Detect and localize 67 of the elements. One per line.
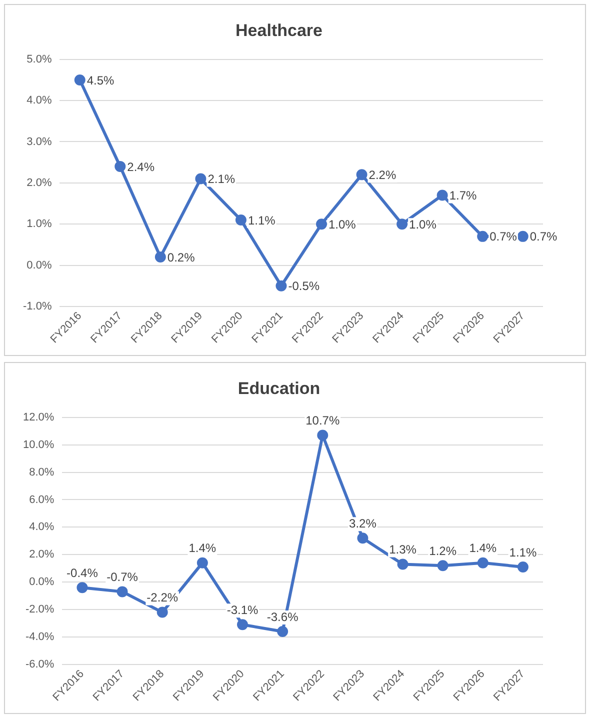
y-tick-label: 2.0% [26,176,52,189]
y-tick-label: 4.0% [29,521,54,534]
chart-title: Healthcare [236,20,322,40]
data-label: -0.5% [288,279,320,294]
point [356,169,368,180]
y-tick-label: -1.0% [22,300,52,312]
point [277,626,288,637]
point [397,558,408,570]
data-label: -3.1% [226,602,258,617]
data-label: 3.2% [349,516,377,530]
point [316,218,328,230]
y-tick-label: 1.0% [26,218,52,230]
point [236,619,248,630]
data-label: 1.3% [389,542,417,557]
point [114,160,126,172]
data-label: 1.4% [188,541,216,556]
point [317,430,328,441]
data-label: 2.2% [368,168,396,182]
data-label: -3.6% [266,610,299,624]
point [74,74,86,86]
point [116,586,128,598]
point [76,582,88,594]
point [156,606,168,618]
y-tick-label: -6.0% [25,658,54,670]
data-label: 10.7% [306,414,340,428]
data-label: 1.4% [469,541,497,556]
y-tick-label: 5.0% [26,53,52,66]
point [276,280,287,292]
y-tick-label: 3.0% [26,136,52,148]
data-label: 0.7% [490,230,518,244]
y-tick-label: 10.0% [22,438,54,451]
point [196,557,208,568]
data-label: 1.0% [409,217,437,232]
point [517,230,528,242]
point [357,532,368,544]
data-label: 1.7% [449,188,477,203]
point [477,230,488,242]
point [517,561,528,572]
data-label: -0.7% [106,570,138,584]
y-tick-label: 2.0% [29,548,54,561]
point [436,190,448,201]
y-tick-label: -2.0% [25,604,54,616]
chart-title: Education [238,378,320,398]
data-label: 0.7% [530,230,558,244]
data-label: 1.0% [328,217,356,232]
data-label: 1.1% [509,545,537,560]
point [396,218,408,230]
y-tick-label: 0.0% [29,576,54,588]
y-tick-label: 6.0% [29,494,54,506]
point [437,560,448,572]
data-label: 0.2% [167,250,196,264]
point [154,252,166,263]
y-tick-label: -4.0% [25,631,54,644]
data-label: 2.4% [127,160,155,174]
data-label: 1.2% [429,544,457,558]
y-tick-label: 8.0% [29,466,54,478]
point [235,214,246,226]
point [195,173,206,184]
y-tick-label: 0.0% [26,259,52,272]
data-label: 4.5% [86,73,115,88]
point [477,557,488,568]
data-label: -2.2% [146,590,178,605]
data-label: 2.1% [208,172,236,186]
y-tick-label: 4.0% [26,94,52,107]
data-label: -0.4% [66,566,98,580]
data-label: 1.1% [248,213,276,228]
y-tick-label: 12.0% [22,411,54,424]
